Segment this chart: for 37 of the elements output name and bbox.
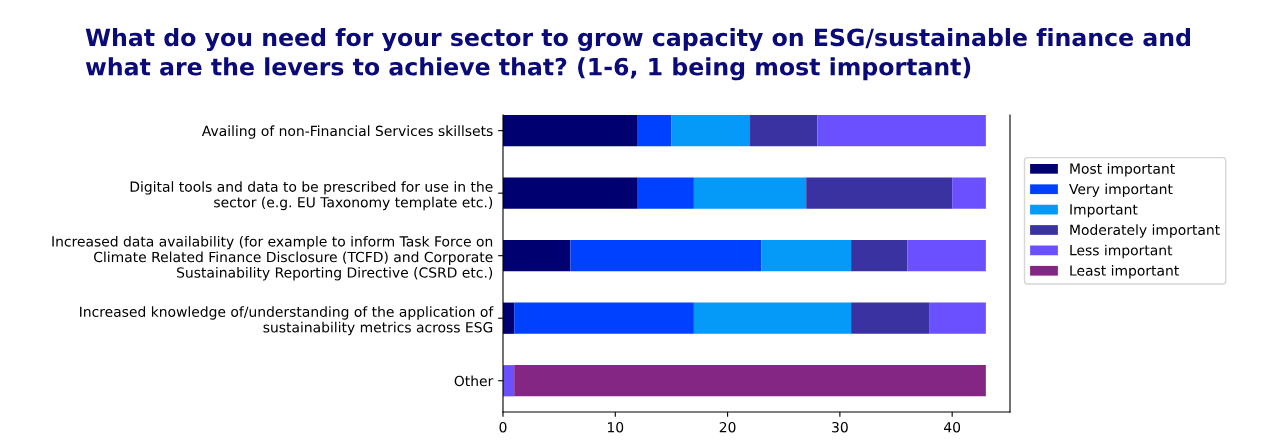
bar xyxy=(952,177,986,209)
bar xyxy=(761,240,852,272)
bar xyxy=(750,115,818,147)
bar xyxy=(693,177,807,209)
bar xyxy=(637,177,694,209)
legend-label: Moderately important xyxy=(1070,224,1220,238)
y-tick-label: Availing of non-Financial Services skillsets xyxy=(201,125,493,139)
legend-label: Less important xyxy=(1070,244,1173,259)
bar xyxy=(929,302,986,334)
legend-label: Most important xyxy=(1070,163,1175,177)
x-tick-label: 30 xyxy=(832,421,848,433)
x-tick-label: 20 xyxy=(719,421,736,433)
bar xyxy=(514,302,694,334)
bar xyxy=(503,240,571,272)
bar xyxy=(851,240,908,272)
y-tick-label: Increased knowledge of/understanding of the application of sustainability metrics across ESG xyxy=(80,306,494,336)
bar xyxy=(693,302,852,334)
x-tick-label: 10 xyxy=(607,421,624,433)
bar xyxy=(907,240,986,272)
bar xyxy=(671,115,751,147)
y-tick-label: Increased data availability (for example to inform Task Force on Climate Related Finance Disclosure (TCFD) and Corporate Sustainability Reporting Directive (CSRD etc.) xyxy=(52,235,493,281)
x-tick-label: 40 xyxy=(944,421,961,433)
y-tick-label: Other xyxy=(454,375,494,387)
bar xyxy=(637,115,672,147)
bar xyxy=(514,365,986,397)
legend-label: Least important xyxy=(1070,265,1179,279)
bar xyxy=(503,115,638,147)
chart-title: What do you need for your sector to grow capacity on ESG/sustainable finance and what are the levers to achieve that? (1-6, 1 being most important) xyxy=(85,28,1190,81)
legend-label: Very important xyxy=(1069,183,1173,197)
bar xyxy=(503,177,638,209)
legend-label: Important xyxy=(1070,204,1138,218)
bar xyxy=(806,177,953,209)
x-tick-label: 0 xyxy=(499,421,507,433)
bar xyxy=(570,240,762,272)
bar xyxy=(851,302,930,334)
bar xyxy=(817,115,986,147)
y-tick-label: Digital tools and data to be prescribed for use in the sector (e.g. EU Taxonomy template etc.) xyxy=(130,181,493,211)
